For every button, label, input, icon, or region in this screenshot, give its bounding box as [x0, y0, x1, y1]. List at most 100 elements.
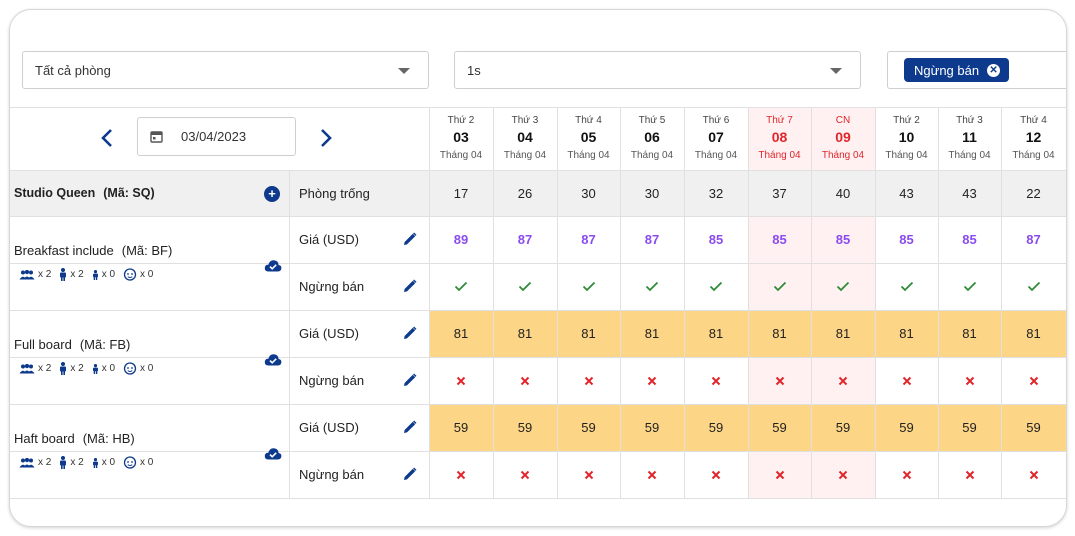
- cross-icon: [584, 470, 593, 479]
- availability-cell[interactable]: 43: [899, 185, 914, 201]
- occupancy-count: x 2: [38, 457, 52, 468]
- edit-icon[interactable]: [403, 232, 417, 246]
- close-icon[interactable]: ✕: [987, 63, 1001, 77]
- edit-icon[interactable]: [403, 467, 417, 481]
- stop-sell-cross[interactable]: [748, 357, 811, 404]
- price-cell[interactable]: 59: [620, 404, 684, 451]
- price-cell[interactable]: 59: [429, 404, 493, 451]
- availability-cell[interactable]: 17: [453, 185, 469, 201]
- cloud-sync-icon[interactable]: [264, 353, 282, 367]
- price-cell[interactable]: 85: [899, 232, 914, 247]
- stop-sell-cross[interactable]: [557, 451, 620, 498]
- price-cell[interactable]: 81: [493, 310, 557, 357]
- price-cell[interactable]: 85: [835, 232, 851, 247]
- grid-row-line: [10, 170, 1066, 171]
- open-check[interactable]: [1001, 263, 1066, 310]
- stop-sell-cross[interactable]: [1001, 451, 1066, 498]
- edit-icon[interactable]: [403, 420, 417, 434]
- chevron-down-icon: [830, 68, 842, 74]
- edit-icon[interactable]: [403, 373, 417, 387]
- price-cell[interactable]: 81: [811, 310, 875, 357]
- price-cell[interactable]: 87: [517, 232, 533, 247]
- price-cell[interactable]: 59: [938, 404, 1001, 451]
- price-cell[interactable]: 81: [620, 310, 684, 357]
- open-check[interactable]: [684, 263, 748, 310]
- open-check[interactable]: [620, 263, 684, 310]
- availability-cell[interactable]: 32: [708, 185, 724, 201]
- open-check[interactable]: [557, 263, 620, 310]
- open-check[interactable]: [875, 263, 938, 310]
- stop-sell-cross[interactable]: [620, 357, 684, 404]
- stop-sell-cross[interactable]: [811, 451, 875, 498]
- room-type-select[interactable]: Tất cả phòng: [22, 51, 429, 89]
- price-cell[interactable]: 81: [557, 310, 620, 357]
- price-cell[interactable]: 59: [1001, 404, 1066, 451]
- cloud-sync-icon[interactable]: [264, 447, 282, 461]
- price-cell[interactable]: 89: [453, 232, 469, 247]
- add-rate-button[interactable]: +: [264, 186, 280, 202]
- stop-sell-cross[interactable]: [875, 357, 938, 404]
- stop-sell-cross[interactable]: [429, 357, 493, 404]
- availability-label: Phòng trống: [299, 185, 370, 201]
- price-cell[interactable]: 59: [557, 404, 620, 451]
- stop-sell-cross[interactable]: [1001, 357, 1066, 404]
- status-filter[interactable]: Ngừng bán ✕: [887, 51, 1066, 89]
- status-chip[interactable]: Ngừng bán ✕: [904, 58, 1010, 82]
- availability-cell[interactable]: 26: [517, 185, 533, 201]
- stop-sell-cross[interactable]: [684, 451, 748, 498]
- stop-sell-cross[interactable]: [493, 451, 557, 498]
- adult-icon: [59, 456, 67, 469]
- stop-sell-cross[interactable]: [938, 357, 1001, 404]
- price-cell[interactable]: 59: [493, 404, 557, 451]
- price-cell[interactable]: 59: [875, 404, 938, 451]
- open-check[interactable]: [938, 263, 1001, 310]
- stop-sell-label: Ngừng bán: [299, 279, 365, 294]
- price-cell[interactable]: 87: [581, 232, 596, 247]
- prev-week-button[interactable]: [96, 127, 118, 149]
- cloud-sync-icon[interactable]: [264, 259, 282, 273]
- date-picker[interactable]: 03/04/2023: [137, 117, 296, 156]
- availability-cell[interactable]: 43: [962, 185, 977, 201]
- stop-sell-cross[interactable]: [748, 451, 811, 498]
- price-cell[interactable]: 87: [1026, 232, 1041, 247]
- price-cell[interactable]: 81: [1001, 310, 1066, 357]
- grid-col-line: [684, 107, 685, 498]
- plan-select[interactable]: 1s: [454, 51, 861, 89]
- weekday-label: Thứ 5: [638, 115, 666, 126]
- open-check[interactable]: [748, 263, 811, 310]
- stop-sell-cross[interactable]: [429, 451, 493, 498]
- stop-sell-cross[interactable]: [620, 451, 684, 498]
- open-check[interactable]: [811, 263, 875, 310]
- open-check[interactable]: [429, 263, 493, 310]
- stop-sell-cross[interactable]: [811, 357, 875, 404]
- availability-cell[interactable]: 22: [1026, 185, 1041, 201]
- stop-sell-cross[interactable]: [938, 451, 1001, 498]
- edit-icon[interactable]: [403, 326, 417, 340]
- price-cell[interactable]: 81: [429, 310, 493, 357]
- availability-cell[interactable]: 37: [772, 185, 787, 201]
- grid-row-line: [10, 263, 1066, 264]
- stop-sell-cross[interactable]: [875, 451, 938, 498]
- price-cell[interactable]: 59: [684, 404, 748, 451]
- price-cell[interactable]: 81: [938, 310, 1001, 357]
- edit-icon[interactable]: [403, 279, 417, 293]
- stop-sell-cross[interactable]: [493, 357, 557, 404]
- price-cell[interactable]: 85: [772, 232, 787, 247]
- grid-col-line: [811, 107, 812, 498]
- availability-cell[interactable]: 40: [835, 185, 851, 201]
- next-week-button[interactable]: [315, 127, 337, 149]
- open-check[interactable]: [493, 263, 557, 310]
- price-cell[interactable]: 85: [962, 232, 977, 247]
- price-cell[interactable]: 87: [644, 232, 660, 247]
- price-cell[interactable]: 59: [748, 404, 811, 451]
- price-cell[interactable]: 81: [875, 310, 938, 357]
- availability-cell[interactable]: 30: [581, 185, 596, 201]
- price-cell[interactable]: 59: [811, 404, 875, 451]
- weekday-label: CN: [835, 115, 851, 126]
- stop-sell-cross[interactable]: [684, 357, 748, 404]
- price-cell[interactable]: 85: [708, 232, 724, 247]
- stop-sell-cross[interactable]: [557, 357, 620, 404]
- price-cell[interactable]: 81: [684, 310, 748, 357]
- availability-cell[interactable]: 30: [644, 185, 660, 201]
- price-cell[interactable]: 81: [748, 310, 811, 357]
